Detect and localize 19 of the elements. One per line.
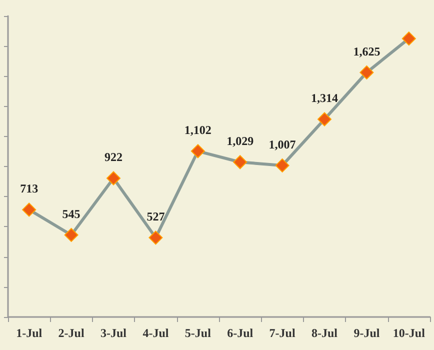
x-tick-label: 1-Jul <box>16 326 43 340</box>
data-label: 545 <box>62 206 80 221</box>
data-label: 1,625 <box>353 44 380 58</box>
x-tick-label: 9-Jul <box>354 326 380 340</box>
x-tick-label: 6-Jul <box>227 326 254 340</box>
data-label: 713 <box>20 182 38 196</box>
data-label: 1,102 <box>184 123 212 138</box>
data-label: 527 <box>146 210 165 224</box>
data-label: 922 <box>104 150 122 164</box>
x-tick-label: 8-Jul <box>311 326 338 340</box>
data-label: 1,314 <box>311 91 338 106</box>
x-tick-label: 7-Jul <box>269 326 296 340</box>
x-tick-label: 3-Jul <box>100 326 128 340</box>
data-label: 1,029 <box>226 134 254 148</box>
x-tick-label: 4-Jul <box>142 326 170 340</box>
x-tick-label: 5-Jul <box>184 326 212 340</box>
x-tick-label: 2-Jul <box>58 326 85 340</box>
x-tick-label: 10-Jul <box>392 326 426 340</box>
data-label: 1,007 <box>268 137 296 152</box>
